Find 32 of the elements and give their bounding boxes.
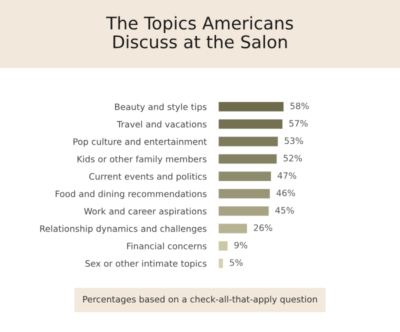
y-tick-label: Current events and politics	[89, 172, 206, 182]
data-label: 5%	[230, 259, 243, 266]
data-label: 9%	[234, 242, 248, 248]
bar	[218, 188, 272, 200]
text: Percentages based on a check-all-that-apply question	[83, 296, 317, 304]
data-label: 47%	[278, 172, 296, 179]
bar	[218, 118, 284, 130]
y-tick-label: Pop culture and entertainment	[74, 138, 207, 147]
data-label: 57%	[289, 120, 308, 127]
bar	[218, 152, 278, 165]
data-label: 58%	[290, 102, 309, 110]
bar	[218, 170, 272, 182]
y-tick-label: Relationship dynamics and challenges	[40, 225, 206, 234]
bar	[218, 135, 280, 148]
y-tick-label: Food and dining recommendations	[56, 190, 206, 199]
data-label: 46%	[276, 190, 296, 196]
y-tick-label: Financial concerns	[127, 242, 206, 250]
y-tick-label: Travel and vacations	[116, 120, 206, 128]
data-label: 45%	[275, 207, 294, 214]
data-label: 52%	[284, 154, 302, 162]
data-label: 53%	[284, 137, 304, 144]
y-tick-label: Kids or other family members	[78, 156, 206, 164]
data-label: 26%	[254, 224, 272, 232]
bar	[218, 222, 248, 235]
y-tick-label: Sex or other intimate topics	[85, 260, 206, 268]
y-tick-label: Work and career aspirations	[84, 208, 206, 216]
bar	[218, 257, 224, 270]
y-tick-label: Beauty and style tips	[115, 103, 206, 112]
bar	[218, 205, 270, 218]
bar	[218, 240, 229, 252]
chart-title: The Topics Americans Discuss at the Salon	[106, 16, 294, 48]
bar	[218, 100, 285, 113]
